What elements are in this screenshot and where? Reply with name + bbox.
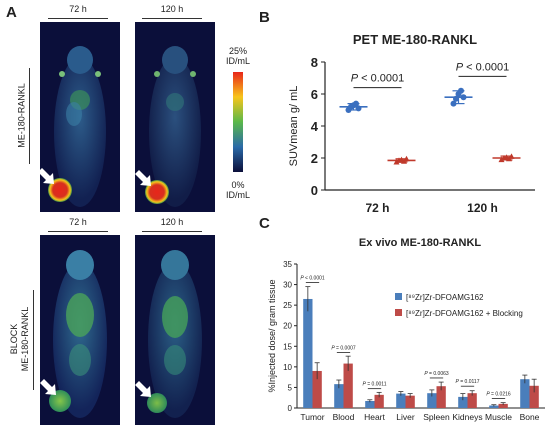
- chart-c-xtick-label-4: Spleen: [423, 412, 450, 422]
- chart-b-point-0-0-3: [353, 100, 359, 107]
- chart-b-point-0-1-0: [450, 100, 457, 107]
- chart-c-bar-1-6: [498, 403, 508, 408]
- chart-c-ytick-label-1: 5: [288, 383, 293, 392]
- chart-b-point-0-1-1: [453, 95, 459, 102]
- chart-b-annotation-1: P < 0.0001: [456, 61, 510, 73]
- chart-b-xtick-label-0: 72 h: [365, 201, 389, 215]
- chart-c-bar-0-7: [520, 379, 530, 408]
- chart-c-legend-label-0: [⁸⁹Zr]Zr-DFOAMG162: [406, 293, 484, 302]
- row-label-top: ME-180-RANKL: [16, 83, 27, 148]
- row-label-line-bottom: [33, 290, 34, 390]
- colorbar: [233, 72, 243, 172]
- chart-b-point-1-1-4: [508, 153, 515, 159]
- chart-c-xtick-label-6: Muscle: [485, 412, 512, 422]
- chart-c-bar-0-5: [458, 396, 468, 408]
- chart-c-legend-swatch-1: [395, 309, 402, 316]
- chart-b-ylabel: SUVmean g/ mL: [288, 86, 300, 167]
- chart-c-ytick-label-3: 15: [283, 342, 292, 351]
- panel-c-letter: C: [259, 215, 270, 232]
- col-header-line-72h-top: [48, 18, 108, 19]
- chart-b-ytick-label-2: 4: [311, 119, 319, 134]
- chart-b-ytick-label-1: 2: [311, 151, 318, 166]
- chart-b-ytick-label-4: 8: [311, 55, 318, 70]
- chart-c-ytick-label-5: 25: [283, 301, 292, 310]
- chart-c-bar-1-0: [312, 370, 322, 408]
- chart-b-point-0-1-3: [458, 87, 464, 94]
- chart-c-bar-0-4: [427, 393, 437, 408]
- chart-b-point-0-0-4: [355, 105, 362, 112]
- chart-b-annotation-0: P < 0.0001: [351, 73, 405, 85]
- chart-c-bar-1-5: [467, 393, 477, 408]
- chart-c-bar-1-2: [374, 394, 384, 408]
- colorbar-min-label: 0% ID/mL: [225, 180, 250, 200]
- chart-c-bar-0-6: [489, 405, 499, 408]
- chart-c-xtick-label-2: Heart: [364, 412, 385, 422]
- panel-b-letter: B: [259, 9, 270, 26]
- colorbar-max-label: 25% ID/mL: [225, 46, 250, 66]
- chart-c-annotation-2: P = 0.0011: [363, 382, 387, 388]
- chart-c-annotation-0: P < 0.0001: [300, 276, 325, 282]
- chart-c-xtick-label-5: Kidneys: [452, 412, 482, 422]
- chart-b-title: PET ME-180-RANKL: [353, 32, 477, 47]
- chart-c-xtick-label-7: Bone: [520, 412, 540, 422]
- chart-c-annotation-3: P = 0.0063: [424, 371, 449, 377]
- row-label-line-top: [29, 68, 30, 164]
- panel-a-letter: A: [6, 4, 17, 21]
- chart-b: B PET ME-180-RANKL 0 2 4 6 8 SUVmean g/ mL 72 h 1…: [259, 9, 535, 215]
- chart-b-ytick-label-3: 6: [311, 87, 318, 102]
- chart-b-point-1-0-0: [393, 159, 400, 165]
- col-header-120h-bottom: 120 h: [160, 217, 184, 227]
- chart-c-legend-label-1: [⁸⁹Zr]Zr-DFOAMG162 + Blocking: [406, 309, 523, 318]
- chart-b-point-1-0-4: [403, 155, 410, 162]
- chart-c-bar-1-3: [405, 395, 415, 408]
- chart-c: C Ex vivo ME-180-RANKL 0 5 10 15 20 25 30 35 %Inje…: [259, 215, 545, 422]
- chart-c-bar-0-1: [334, 384, 344, 408]
- chart-b-ytick-label-0: 0: [311, 183, 318, 198]
- col-header-line-120h-top: [142, 18, 202, 19]
- chart-b-point-0-1-4: [460, 94, 467, 101]
- col-header-120h-top: 120 h: [160, 4, 184, 14]
- chart-c-ytick-label-2: 10: [283, 363, 292, 372]
- chart-c-bar-1-1: [343, 363, 353, 408]
- chart-c-bar-1-4: [436, 386, 446, 408]
- chart-c-title: Ex vivo ME-180-RANKL: [359, 237, 482, 249]
- chart-c-annotation-4: P = 0.0117: [456, 379, 480, 385]
- chart-c-legend-swatch-0: [395, 293, 402, 300]
- chart-c-annotation-1: P = 0.0007: [331, 345, 356, 351]
- chart-b-xtick-label-1: 120 h: [467, 201, 498, 215]
- chart-c-ylabel: %Injected dose/ gram tissue: [267, 279, 277, 392]
- col-header-72h-top: 72 h: [69, 4, 87, 14]
- chart-c-bar-1-7: [529, 385, 539, 408]
- col-header-line-72h-bottom: [48, 231, 108, 232]
- row-label-bottom: BLOCK ME-180-RANKL: [9, 306, 30, 372]
- chart-c-xtick-label-1: Blood: [333, 412, 355, 422]
- chart-c-ytick-label-0: 0: [288, 404, 293, 413]
- col-header-line-120h-bottom: [142, 231, 202, 232]
- col-header-72h-bottom: 72 h: [69, 217, 87, 227]
- chart-c-xtick-label-0: Tumor: [300, 412, 324, 422]
- chart-c-ytick-label-6: 30: [283, 281, 292, 290]
- pet-image-72h-unblocked: [40, 22, 120, 212]
- chart-c-xtick-label-3: Liver: [396, 412, 415, 422]
- chart-c-ytick-label-4: 20: [283, 322, 292, 331]
- pet-image-72h-blocked: [40, 235, 120, 425]
- chart-c-bar-0-0: [303, 298, 313, 408]
- chart-c-annotation-5: P = 0.0216: [486, 392, 511, 398]
- pet-image-120h-unblocked: [135, 22, 215, 212]
- chart-c-bar-0-2: [365, 401, 375, 408]
- chart-c-bar-0-3: [396, 393, 406, 408]
- chart-c-ytick-label-7: 35: [283, 260, 292, 269]
- pet-image-120h-blocked: [135, 235, 215, 425]
- chart-b-point-1-1-0: [498, 156, 505, 163]
